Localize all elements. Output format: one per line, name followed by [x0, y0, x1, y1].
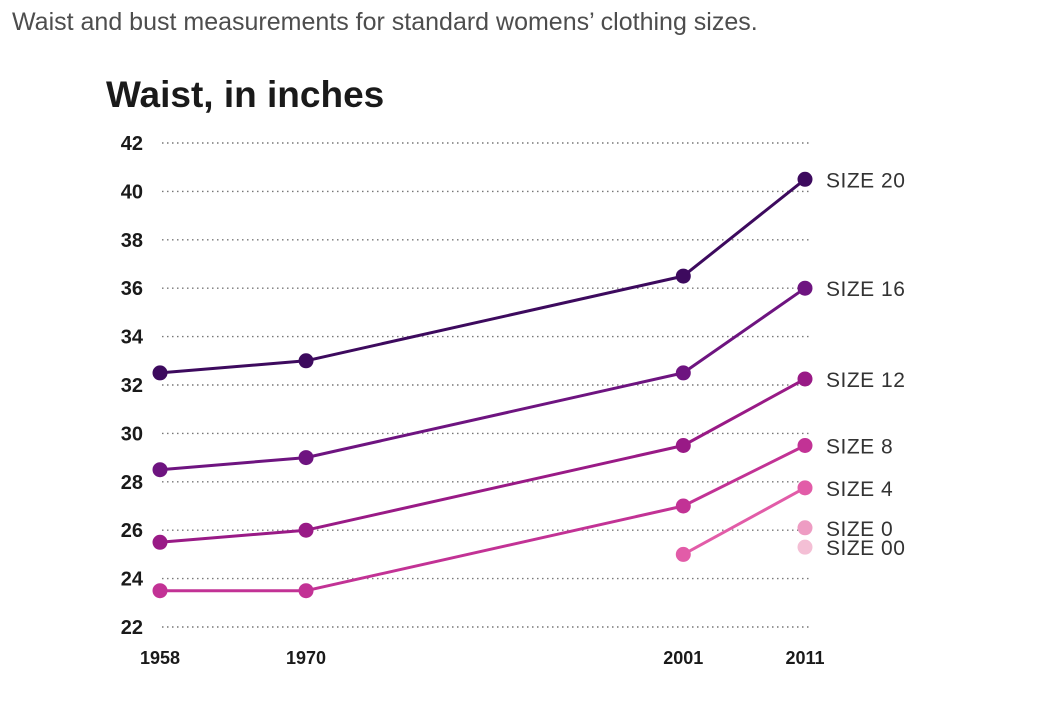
data-point-size-12: [298, 522, 314, 538]
x-tick-label: 2001: [663, 648, 703, 668]
y-tick-label: 26: [121, 520, 143, 542]
data-point-size-16: [797, 280, 813, 296]
series-label-size-16: SIZE 16: [826, 278, 905, 301]
series-label-size-8: SIZE 8: [826, 436, 893, 459]
data-point-size-8: [797, 438, 813, 453]
data-point-size-4: [675, 546, 691, 562]
data-point-size-16: [298, 450, 314, 466]
y-tick-label: 28: [121, 472, 143, 494]
data-point-size-16: [152, 462, 168, 478]
data-point-size-4: [797, 480, 813, 496]
series-line-size-16: [159, 286, 806, 472]
data-point-size-12: [675, 438, 691, 453]
x-tick-label: 2011: [785, 648, 824, 668]
series-label-size-00: SIZE 00: [826, 537, 905, 560]
data-point-size-12: [797, 371, 813, 387]
data-point-size-12: [152, 534, 168, 550]
y-tick-label: 38: [121, 230, 143, 252]
y-tick-label: 24: [121, 569, 144, 591]
data-point-size-00: [797, 539, 813, 555]
series-line-size-20: [159, 178, 806, 375]
y-tick-label: 36: [121, 278, 143, 300]
data-point-size-8: [152, 583, 168, 599]
data-point-size-20: [152, 365, 168, 381]
data-point-size-8: [298, 583, 314, 599]
series-label-size-20: SIZE 20: [826, 169, 905, 192]
y-tick-label: 22: [121, 617, 143, 639]
y-tick-label: 42: [121, 133, 143, 155]
data-point-size-8: [675, 498, 691, 514]
series-line-size-8: [160, 444, 806, 593]
series-line-size-12: [159, 377, 806, 544]
x-tick-label: 1958: [140, 648, 180, 668]
data-point-size-0: [797, 520, 813, 536]
y-tick-label: 32: [121, 375, 143, 397]
series-label-size-12: SIZE 12: [826, 369, 905, 392]
series-label-size-0: SIZE 0: [826, 518, 893, 541]
series-line-size-4: [682, 486, 806, 556]
data-point-size-20: [797, 171, 813, 187]
y-tick-label: 34: [121, 327, 144, 349]
data-point-size-16: [675, 365, 691, 381]
x-tick-label: 1970: [286, 648, 326, 668]
y-tick-label: 30: [121, 423, 143, 445]
y-tick-label: 40: [121, 181, 143, 203]
chart-subtitle: Waist and bust measurements for standard…: [12, 8, 758, 36]
series-label-size-4: SIZE 4: [826, 478, 893, 501]
data-point-size-20: [298, 353, 314, 369]
data-point-size-20: [675, 268, 691, 284]
chart-title: Waist, in inches: [106, 74, 385, 115]
